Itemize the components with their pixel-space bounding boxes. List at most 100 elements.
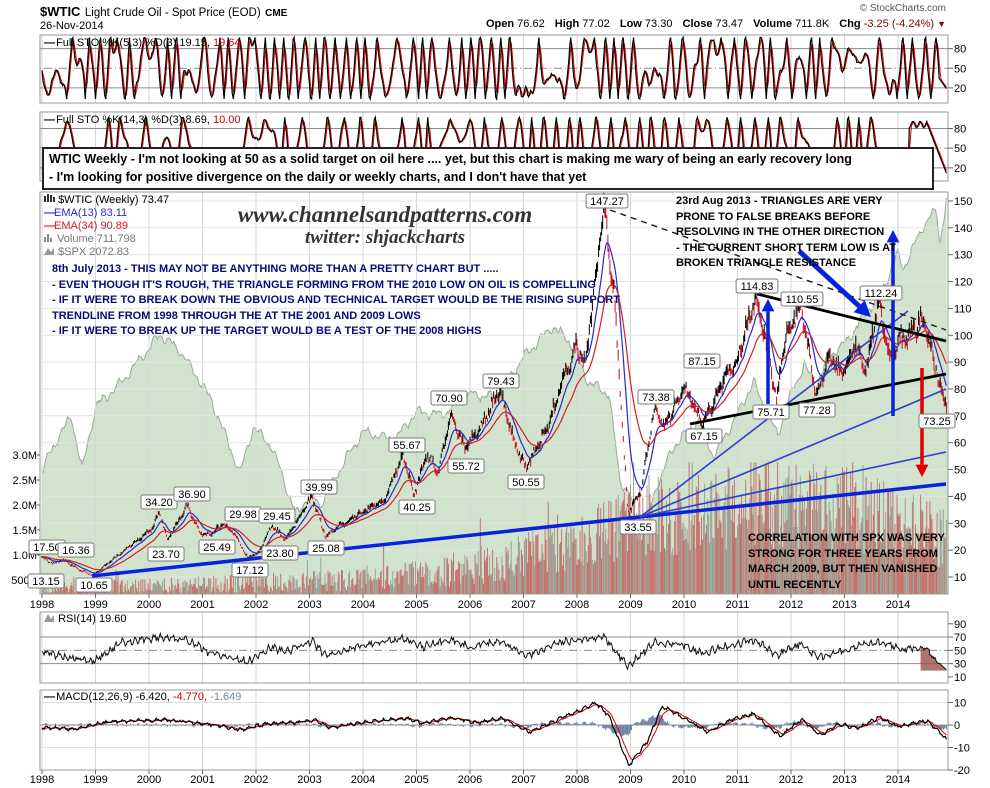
price-label: 73.25 — [923, 416, 951, 428]
sto-slow-legend-text: Full STO %K(14,3) %D(3) 8.69, — [56, 114, 210, 126]
price-label: 55.67 — [393, 440, 421, 452]
line-swatch-icon: — — [44, 691, 57, 703]
axis-label: 60 — [954, 438, 966, 450]
year-label: 2008 — [565, 599, 589, 611]
ema13-legend-row: —EMA(13) 83.11 — [44, 207, 169, 220]
axis-label: 3.0M — [13, 450, 37, 462]
open-value: 76.62 — [517, 18, 545, 30]
ema34-line — [42, 284, 947, 571]
rsi-line — [41, 631, 947, 671]
annotation-line: BROKEN TRIANGLE RESISTANCE — [676, 257, 857, 270]
trendline — [689, 372, 947, 426]
price-label: 25.49 — [203, 542, 231, 554]
axis-label: 50 — [954, 465, 966, 477]
macd-signal-value: -4.770, — [172, 691, 208, 703]
price-label-box — [918, 413, 956, 429]
year-label: 2003 — [297, 774, 321, 786]
price-label-box — [300, 479, 338, 495]
price-label: 13.15 — [32, 576, 60, 588]
panel-border — [39, 689, 949, 771]
price-label-box — [173, 486, 211, 502]
spx-legend-text: $SPX 2072.83 — [58, 246, 130, 258]
price-label: 50.55 — [512, 477, 540, 489]
price-gridlines — [40, 200, 948, 578]
wtic-legend-text: $WTIC (Weekly) 73.47 — [58, 194, 170, 206]
price-label-box — [388, 437, 426, 453]
quote-summary: Open 76.62 High 77.02 Low 73.30 Close 73… — [479, 18, 946, 30]
year-label: 2004 — [351, 599, 375, 611]
axis-label: 30 — [954, 518, 966, 530]
price-label: 17.50 — [33, 542, 61, 554]
axis-label: 0 — [954, 720, 960, 732]
ema13-legend-text: EMA(13) 83.11 — [54, 207, 128, 219]
year-label: 2009 — [618, 599, 642, 611]
price-label-box — [685, 428, 723, 444]
axis-label: 90 — [954, 357, 966, 369]
axis-label: 130 — [954, 250, 972, 262]
note-line-1: WTIC Weekly - I'm not looking at 50 as a… — [49, 152, 852, 166]
axis-label: 2.0M — [13, 500, 37, 512]
watermark: www.channelsandpatterns.com twitter: shj… — [200, 202, 570, 249]
axis-label: 30 — [954, 659, 966, 671]
chart-header: $WTIC Light Crude Oil - Spot Price (EOD)… — [40, 3, 287, 21]
price-label: 147.27 — [590, 196, 624, 208]
price-label-box — [798, 402, 836, 418]
year-label: 2011 — [726, 774, 750, 786]
year-label: 2012 — [779, 599, 803, 611]
macd-signal-line — [41, 704, 947, 760]
year-label: 2007 — [511, 774, 535, 786]
note-box: WTIC Weekly - I'm not looking at 50 as a… — [42, 147, 934, 190]
price-label-box — [27, 573, 65, 589]
line-swatch-icon: — — [44, 37, 57, 49]
macd-gridlines — [40, 702, 948, 748]
axis-label: 80 — [954, 123, 966, 135]
price-label: 29.98 — [229, 509, 257, 521]
wtic-legend-row: $WTIC (Weekly) 73.47 — [44, 194, 169, 207]
sto-fast-legend-text: Full STO %K(5,3) %D(3) 19.15, — [56, 37, 210, 49]
price-label-box — [637, 389, 675, 405]
price-label-box — [752, 404, 790, 420]
axis-label: 50 — [954, 63, 966, 75]
axis-label: 110 — [954, 303, 972, 315]
note-line-2: - I'm looking for positive divergence on… — [49, 170, 587, 184]
axis-label: 2.5M — [13, 475, 37, 487]
price-label-box — [57, 542, 95, 558]
price-label: 23.80 — [266, 548, 294, 560]
axis-label: 70 — [954, 632, 966, 644]
macd-legend-text: MACD(12,26,9) -6.420, — [56, 691, 170, 703]
price-label-box — [261, 545, 299, 561]
price-label-box — [307, 540, 345, 556]
axis-label: 10 — [954, 698, 966, 710]
axis-label: 20 — [954, 163, 966, 175]
year-label: 2013 — [832, 599, 856, 611]
annotation-line: STRONG FOR THREE YEARS FROM — [748, 547, 938, 560]
volume-label: Volume — [753, 18, 793, 30]
year-label: 2006 — [458, 774, 482, 786]
exchange-label: CME — [265, 8, 288, 19]
high-label: High — [554, 18, 580, 30]
arrow-head — [915, 464, 929, 477]
price-label-box — [231, 562, 269, 578]
axis-label: 70 — [954, 411, 966, 423]
trendline — [91, 482, 947, 578]
close-label: Close — [682, 18, 713, 30]
macd-hist-value: -1.649 — [210, 691, 242, 703]
price-label: 39.99 — [305, 482, 333, 494]
annotation-line: - IF IT WERE TO BREAK DOWN THE OBVIOUS A… — [52, 294, 620, 307]
axis-label: 150 — [954, 196, 972, 208]
price-label: 87.15 — [688, 356, 716, 368]
price-label-box — [859, 285, 903, 301]
year-label: 2001 — [190, 774, 214, 786]
year-label: 2007 — [511, 599, 535, 611]
trendline — [639, 388, 947, 518]
sto-fast-legend: — Full STO %K(5,3) %D(3) 19.15, 19.64 — [44, 37, 241, 49]
price-label: 73.38 — [642, 392, 670, 404]
sto-fast-k-line — [41, 35, 947, 102]
price-label-box — [430, 390, 468, 406]
area-chart-icon — [44, 614, 54, 622]
year-label: 1999 — [83, 774, 107, 786]
line-swatch-icon: — — [44, 207, 55, 219]
year-label: 2001 — [190, 599, 214, 611]
year-label: 2002 — [244, 774, 268, 786]
year-label: 2010 — [672, 599, 696, 611]
